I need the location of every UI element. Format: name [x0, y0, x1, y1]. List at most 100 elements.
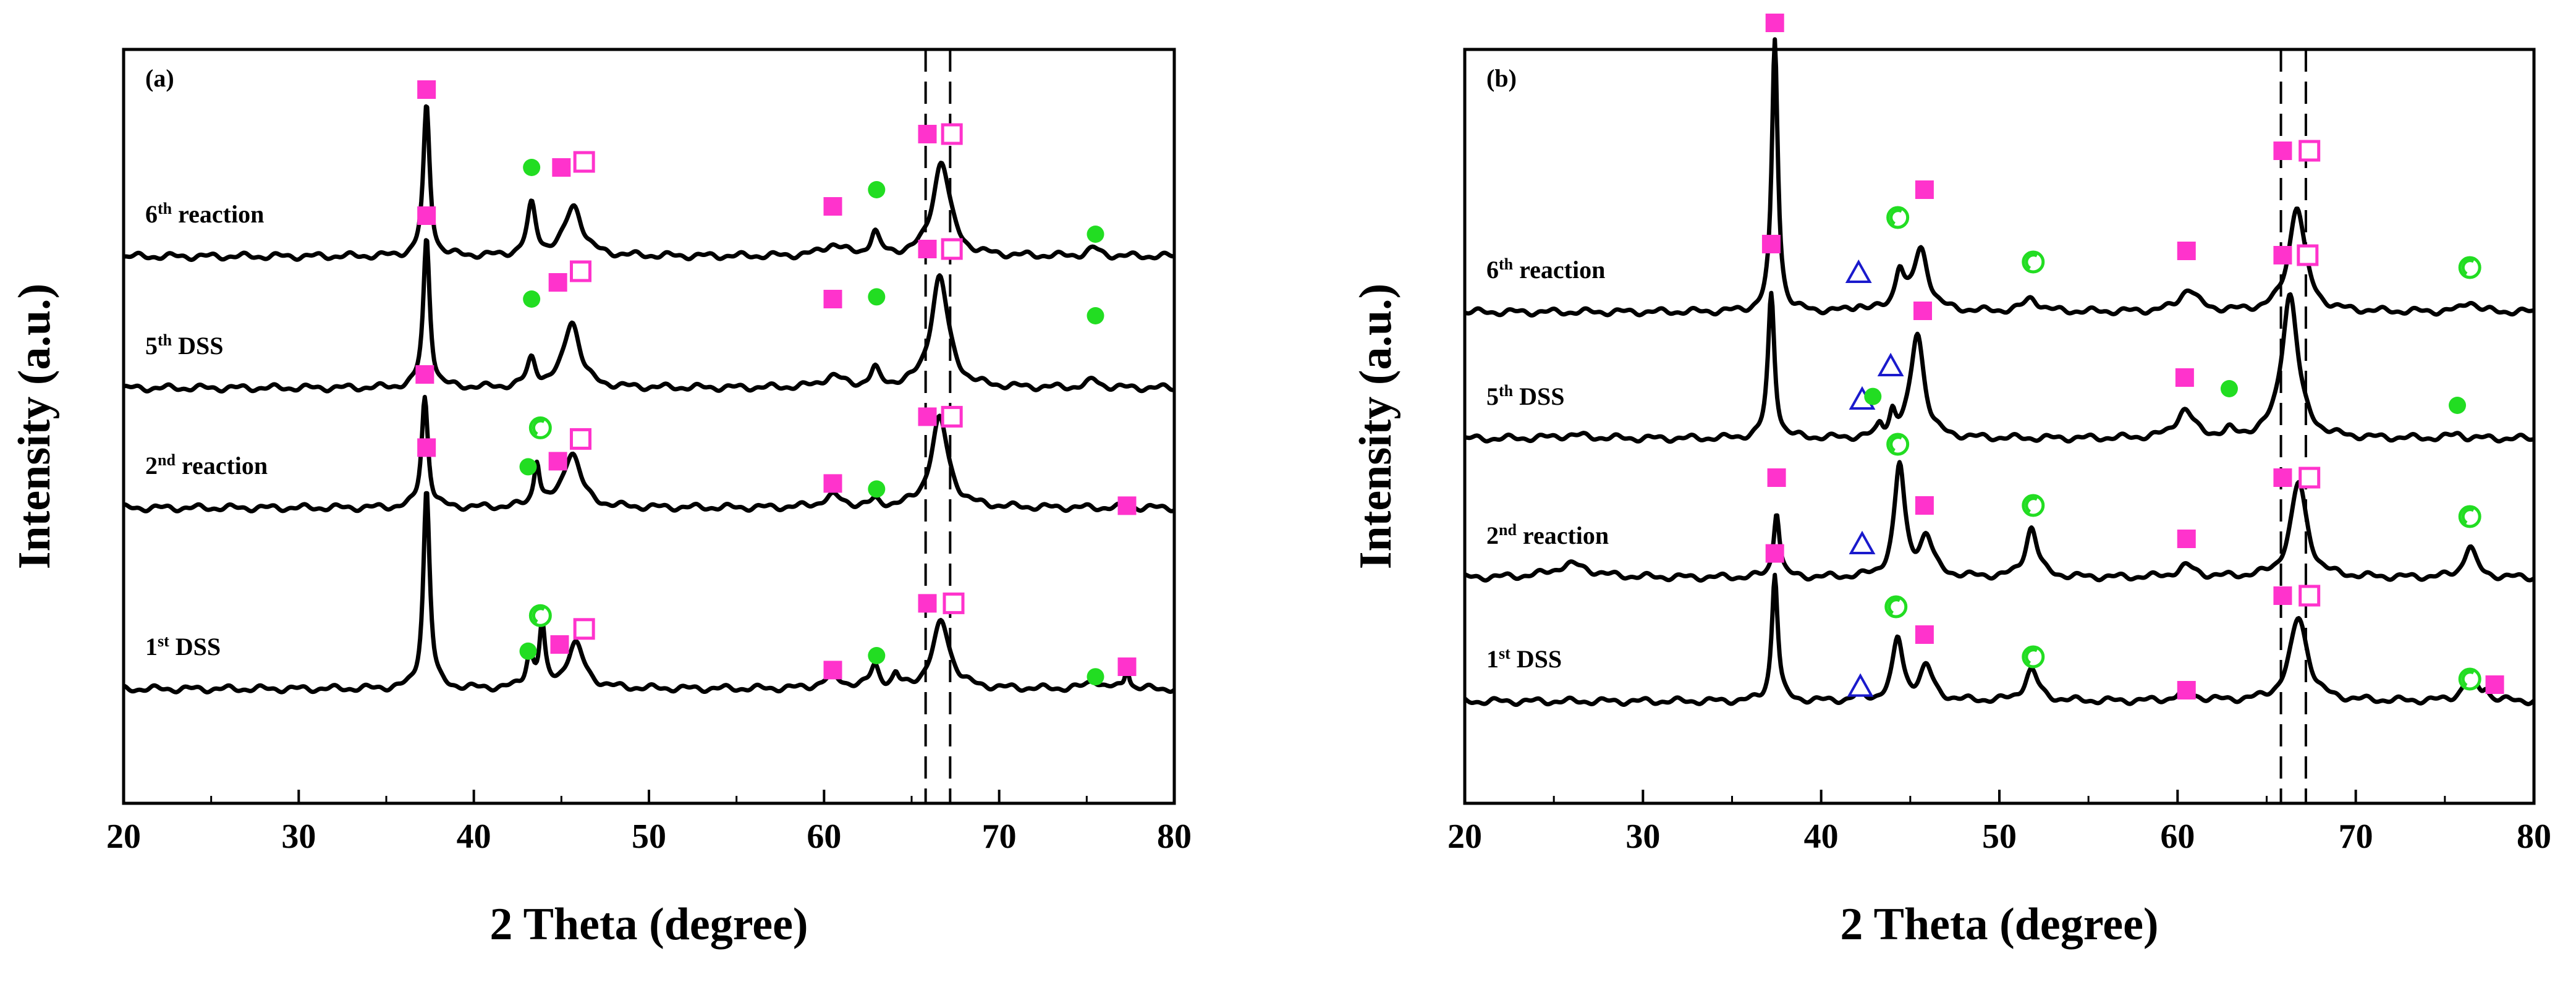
curve-label: 6th reaction — [1486, 255, 1605, 284]
x-tick-label: 60 — [2160, 818, 2195, 856]
marker-filled-square — [1913, 302, 1933, 320]
xrd-curve — [1463, 572, 2536, 708]
marker-open-square — [943, 592, 965, 614]
marker-filled-circle — [523, 290, 541, 308]
marker-filled-circle — [1864, 387, 1882, 405]
series-1st-dss: 1st DSS — [122, 438, 1176, 695]
xrd-curve — [122, 238, 1176, 394]
marker-open-square — [941, 123, 963, 145]
xrd-curve — [1464, 37, 2535, 318]
curve-label: 2nd reaction — [1486, 521, 1609, 550]
marker-open-triangle — [1877, 352, 1904, 376]
marker-open-circle-detail — [2461, 670, 2475, 687]
marker-filled-square — [1761, 235, 1781, 253]
marker-open-square — [2298, 467, 2321, 489]
marker-filled-circle — [519, 458, 537, 476]
y-axis-label: Intensity (a.u.) — [1350, 284, 1401, 570]
x-axis-label: 2 Theta (degree) — [489, 899, 808, 950]
x-tick-label: 70 — [982, 818, 1017, 856]
xrd-curve — [122, 104, 1176, 262]
marker-open-square — [941, 238, 963, 260]
panel-a: 20 30 40 50 60 70 80 2 Theta (degree) Intensity … — [9, 48, 1192, 950]
marker-filled-square — [417, 438, 436, 457]
x-tick-label: 60 — [807, 818, 841, 856]
marker-filled-circle — [523, 159, 541, 176]
marker-filled-circle — [868, 480, 886, 498]
xrd-curve — [1464, 460, 2535, 583]
marker-filled-circle — [2220, 380, 2238, 397]
marker-filled-circle — [1087, 668, 1104, 686]
x-tick-label: 40 — [1804, 818, 1839, 856]
marker-filled-circle — [868, 288, 886, 306]
marker-filled-circle — [868, 647, 886, 664]
marker-open-square — [2298, 140, 2321, 162]
marker-open-circle-detail — [1889, 436, 1902, 452]
marker-open-square — [573, 618, 595, 640]
x-tick-label: 30 — [281, 818, 316, 856]
marker-open-square — [2298, 585, 2321, 607]
marker-filled-square — [2273, 468, 2292, 487]
marker-filled-square — [918, 407, 937, 426]
marker-open-circle-detail — [532, 419, 545, 436]
y-axis-label: Intensity (a.u.) — [9, 284, 60, 570]
marker-open-square — [570, 260, 591, 282]
marker-open-circle-detail — [2025, 497, 2038, 513]
marker-filled-circle — [868, 181, 886, 198]
marker-open-square — [2297, 244, 2319, 266]
plot-frame — [1463, 48, 2536, 805]
marker-open-circle-detail — [1889, 209, 1902, 226]
x-tick-label: 40 — [457, 818, 491, 856]
marker-open-triangle — [1849, 530, 1876, 554]
marker-filled-square — [823, 661, 842, 680]
marker-filled-square — [2485, 675, 2504, 694]
marker-filled-square — [1765, 14, 1784, 32]
marker-open-circle-detail — [2025, 253, 2038, 270]
x-tick-label: 20 — [106, 818, 141, 856]
marker-open-circle-detail — [2461, 259, 2475, 276]
marker-filled-square — [2273, 246, 2292, 264]
marker-open-circle-detail — [2025, 648, 2038, 665]
series-5th-dss: 5th DSS — [1464, 235, 2535, 444]
marker-filled-square — [2273, 586, 2292, 605]
marker-filled-square — [1915, 496, 1934, 515]
curve-label: 5th DSS — [1486, 382, 1565, 411]
marker-open-circle-detail — [532, 607, 545, 623]
series-2nd-reaction: 2nd reaction — [1464, 433, 2535, 583]
series-1st-dss: 1st DSS — [1463, 544, 2536, 708]
curve-label: 1st DSS — [1486, 644, 1562, 674]
marker-filled-circle — [2449, 397, 2467, 414]
series-5th-dss: 5th DSS — [122, 206, 1176, 394]
marker-filled-square — [1767, 468, 1786, 487]
x-tick-label: 20 — [1447, 818, 1482, 856]
marker-filled-square — [823, 290, 842, 308]
marker-filled-square — [2177, 242, 2196, 260]
marker-filled-circle — [1087, 226, 1104, 243]
panel-label: (a) — [145, 64, 174, 92]
marker-open-circle-detail — [1888, 598, 1900, 615]
x-tick-label: 30 — [1625, 818, 1660, 856]
marker-filled-square — [415, 365, 434, 384]
marker-filled-square — [550, 635, 569, 654]
x-tick-label: 80 — [1157, 818, 1192, 856]
marker-filled-square — [417, 80, 436, 99]
series-6th-reaction: 6th reaction — [122, 80, 1176, 262]
x-axis-label: 2 Theta (degree) — [1840, 899, 2158, 950]
marker-open-square — [570, 428, 591, 450]
marker-open-triangle — [1847, 673, 1874, 697]
marker-filled-square — [548, 452, 567, 471]
marker-open-triangle — [1845, 259, 1872, 283]
series-6th-reaction: 6th reaction — [1464, 14, 2535, 318]
marker-filled-square — [548, 273, 567, 292]
marker-open-square — [941, 405, 963, 428]
marker-filled-square — [1765, 544, 1784, 563]
series-2nd-reaction: 2nd reaction — [122, 365, 1176, 515]
curve-label: 6th reaction — [145, 200, 264, 229]
xrd-curve — [122, 491, 1176, 695]
curve-label: 5th DSS — [145, 331, 224, 360]
panel-b: 20 30 40 50 60 70 80 2 Theta (degree) Intensity … — [1350, 14, 2551, 950]
marker-filled-square — [417, 206, 436, 225]
marker-filled-square — [1915, 625, 1934, 644]
marker-filled-square — [918, 240, 937, 258]
